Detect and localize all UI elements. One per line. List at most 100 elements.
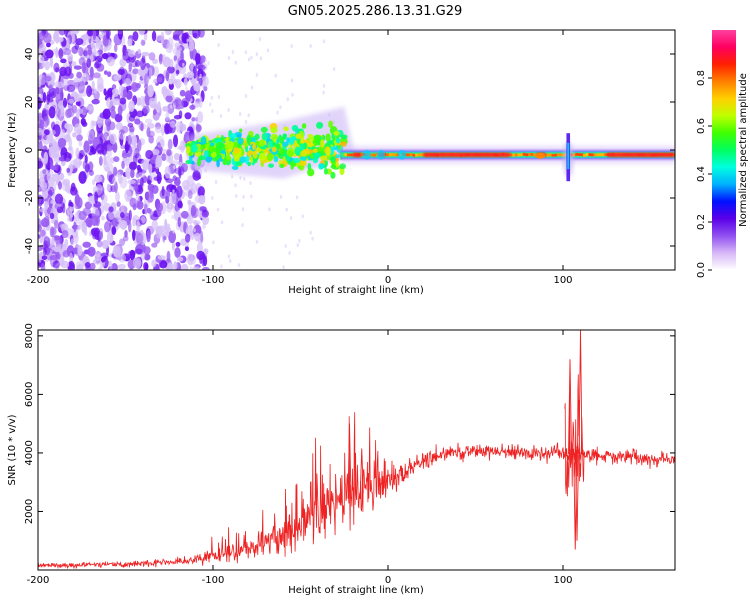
snr-x-tick-label: -100 — [202, 575, 225, 586]
spectrogram-noise-blob — [66, 167, 71, 173]
carrier-core-segment — [528, 153, 531, 156]
spectrogram-noise-blob — [106, 183, 111, 192]
spectrogram-noise-blob — [100, 30, 107, 33]
carrier-core-segment — [591, 153, 594, 157]
spectrogram-noise-blob — [84, 218, 92, 224]
spectrogram-noise-blob — [134, 248, 143, 255]
spectrogram-noise-blob — [108, 260, 113, 270]
spectrogram-noise-blob — [178, 167, 182, 179]
spectrogram-noise-blob — [121, 160, 125, 170]
spectrogram-noise-blob — [230, 174, 234, 179]
spectrogram-noise-blob — [192, 30, 201, 39]
spectrogram-transition-blob — [301, 123, 307, 129]
spectrogram-noise-blob — [38, 157, 42, 169]
spectrogram-noise-blob — [39, 229, 46, 237]
spectrogram-transition-blob — [258, 152, 267, 161]
spectrogram-noise-blob — [212, 240, 215, 245]
spectrogram-noise-blob — [48, 106, 56, 119]
spectrogram-noise-blob — [173, 261, 178, 270]
spectrogram-noise-blob — [184, 233, 191, 243]
spectrogram-noise-blob — [69, 159, 79, 169]
spectrogram-layer — [38, 30, 675, 270]
spectrogram-noise-blob — [141, 51, 150, 57]
spectrogram-noise-blob — [54, 30, 59, 40]
spectrogram-transition-blob — [255, 146, 261, 153]
spectrogram-noise-blob — [82, 160, 86, 170]
spectrogram-noise-blob — [258, 36, 262, 41]
spectrogram-noise-blob — [94, 191, 99, 204]
carrier-core-segment — [404, 153, 408, 157]
spectrogram-y-tick-label: -40 — [24, 238, 35, 254]
spectrogram-transition-blob — [319, 163, 325, 170]
spectrogram-noise-blob — [179, 122, 183, 127]
carrier-core-segment — [583, 154, 586, 157]
spectrogram-transition-blob — [216, 159, 220, 168]
spectrogram-noise-blob — [38, 81, 41, 88]
spectrogram-noise-blob — [82, 241, 91, 248]
carrier-core-segment — [388, 153, 392, 157]
spectrogram-noise-blob — [234, 60, 237, 65]
spectrogram-noise-blob — [202, 215, 210, 226]
spectrogram-noise-blob — [103, 88, 107, 96]
spectrogram-noise-blob — [282, 265, 285, 270]
spectrogram-noise-blob — [286, 97, 290, 102]
snr-x-label: Height of straight line (km) — [288, 585, 424, 596]
spectrogram-noise-blob — [250, 55, 253, 60]
spectrogram-transition-blob — [325, 133, 331, 142]
spectrogram-noise-blob — [78, 140, 83, 147]
spectrogram-noise-blob — [289, 216, 293, 221]
spectrogram-noise-blob — [170, 104, 173, 109]
spectrogram-noise-blob — [150, 103, 159, 109]
spectrogram-noise-blob — [122, 235, 129, 242]
spectrogram-noise-blob — [113, 33, 123, 46]
spectrogram-noise-blob — [157, 255, 166, 260]
spectrogram-noise-blob — [146, 190, 155, 203]
spectrogram-noise-blob — [217, 42, 220, 47]
spectrogram-noise-blob — [143, 262, 149, 270]
spectrogram-noise-blob — [197, 49, 200, 54]
spectrogram-noise-blob — [193, 225, 202, 235]
spectrogram-noise-blob — [90, 228, 96, 236]
spectrogram-noise-blob — [172, 76, 175, 81]
spectrogram-transition-blob — [320, 138, 325, 148]
spectrogram-noise-blob — [45, 49, 54, 59]
spectrogram-noise-blob — [87, 247, 95, 257]
spectrogram-noise-blob — [156, 135, 165, 148]
spectrogram-transition-blob — [279, 148, 286, 155]
spectrogram-noise-blob — [68, 137, 73, 149]
spectrogram-transition-blob — [245, 156, 250, 165]
disturbance-core — [567, 142, 570, 170]
spectrogram-noise-blob — [288, 251, 291, 256]
spectrogram-noise-blob — [97, 83, 104, 93]
carrier-core-segment — [577, 153, 581, 157]
spectrogram-noise-blob — [38, 43, 47, 54]
spectrogram-noise-blob — [77, 81, 85, 94]
spectrogram-noise-blob — [118, 253, 127, 263]
snr-spike — [359, 448, 364, 494]
spectrogram-noise-blob — [125, 90, 133, 100]
spectrogram-noise-blob — [137, 68, 147, 77]
spectrogram-transition-blob — [333, 131, 340, 136]
spectrogram-noise-blob — [95, 215, 100, 227]
spectrogram-transition-blob — [286, 137, 290, 144]
carrier-core-segment — [596, 153, 600, 157]
spectrogram-transition-blob — [295, 133, 302, 140]
carrier-core-segment — [554, 153, 558, 157]
spectrogram-noise-blob — [196, 242, 204, 254]
spectrogram-noise-blob — [291, 92, 294, 97]
spectrogram-transition-blob — [300, 150, 308, 157]
snr-spike — [568, 359, 572, 455]
spectrogram-transition-blob — [294, 146, 301, 156]
spectrogram-noise-blob — [136, 139, 142, 152]
spectrogram-transition-blob — [217, 142, 225, 150]
spectrogram-noise-blob — [290, 44, 293, 49]
spectrogram-noise-blob — [190, 61, 194, 71]
spectrogram-noise-blob — [80, 97, 85, 108]
spectrogram-noise-blob — [147, 75, 152, 81]
spectrogram-noise-blob — [208, 102, 212, 107]
spectrogram-noise-blob — [152, 109, 157, 116]
carrier-core-segment — [344, 153, 348, 157]
spectrogram-transition-blob — [250, 156, 254, 164]
spectrogram-noise-blob — [173, 97, 182, 107]
spectrogram-noise-blob — [136, 110, 145, 118]
